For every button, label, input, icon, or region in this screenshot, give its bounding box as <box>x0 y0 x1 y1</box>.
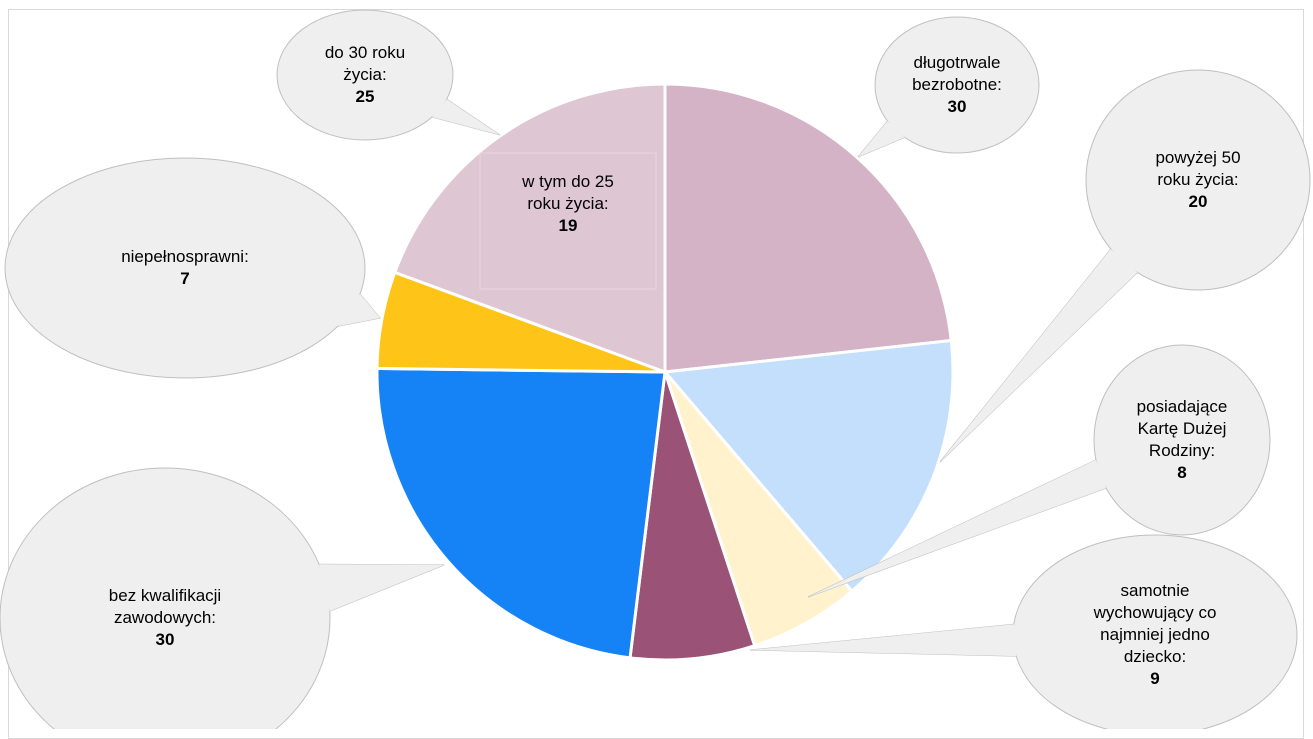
callout-value: 20 <box>1189 192 1208 211</box>
callout-value: 30 <box>948 97 967 116</box>
inner-note-label-line: w tym do 25 <box>521 172 614 191</box>
callout-label-line: Kartę Dużej <box>1138 419 1227 438</box>
callout-value: 25 <box>356 87 375 106</box>
callout-label-line: Rodziny: <box>1149 441 1215 460</box>
callout-label-line: długotrwale <box>914 53 1001 72</box>
callout-value: 9 <box>1150 669 1159 688</box>
callout-value: 30 <box>156 630 175 649</box>
pie-slice-6 <box>392 82 667 375</box>
callout-bubble <box>0 467 331 729</box>
callout-value: 8 <box>1177 463 1186 482</box>
pie-slices <box>375 82 955 662</box>
callout-label-line: dziecko: <box>1124 647 1186 666</box>
callout-5: niepełnosprawni: 7 <box>4 157 381 379</box>
callout-label-line: powyżej 50 <box>1155 148 1240 167</box>
inner-note-label-line: roku życia: <box>527 194 608 213</box>
callout-value: 7 <box>180 269 189 288</box>
callout-label-line: samotnie <box>1121 581 1190 600</box>
pie-slice-4 <box>375 366 667 660</box>
callout-label-line: posiadające <box>1137 397 1228 416</box>
callout-1: powyżej 50 roku życia: 20 <box>939 69 1311 463</box>
callout-3: samotnie wychowujący co najmniej jedno dzie… <box>749 534 1298 729</box>
callout-label-line: bez kwalifikacji <box>109 586 221 605</box>
callout-4: bez kwalifikacji zawodowych: 30 <box>0 467 445 729</box>
pie-slice-0 <box>663 82 953 374</box>
inner-note-value: 19 <box>559 216 578 235</box>
callout-label-line: bezrobotne: <box>912 75 1002 94</box>
callout-bubble <box>1085 69 1311 291</box>
callout-label-line: wychowujący co <box>1093 603 1217 622</box>
callout-label-line: niepełnosprawni: <box>121 247 249 266</box>
callout-bubble <box>4 157 366 379</box>
callout-label-line: zawodowych: <box>114 608 216 627</box>
callout-label-line: roku życia: <box>1157 170 1238 189</box>
callout-0: długotrwale bezrobotne: 30 <box>857 16 1040 158</box>
callout-bubble <box>276 9 454 141</box>
callout-2: posiadające Kartę Dużej Rodziny: 8 <box>807 344 1271 598</box>
pie-slice-3 <box>628 371 757 662</box>
callout-label-line: do 30 roku <box>325 43 405 62</box>
callout-label-line: życia: <box>343 65 386 84</box>
callout-bubble <box>874 16 1040 154</box>
inner-note-box <box>479 152 657 290</box>
callout-bubble <box>1093 344 1271 536</box>
callout-label-line: najmniej jedno <box>1100 625 1210 644</box>
callout-6: do 30 roku życia: 25 <box>276 9 501 141</box>
